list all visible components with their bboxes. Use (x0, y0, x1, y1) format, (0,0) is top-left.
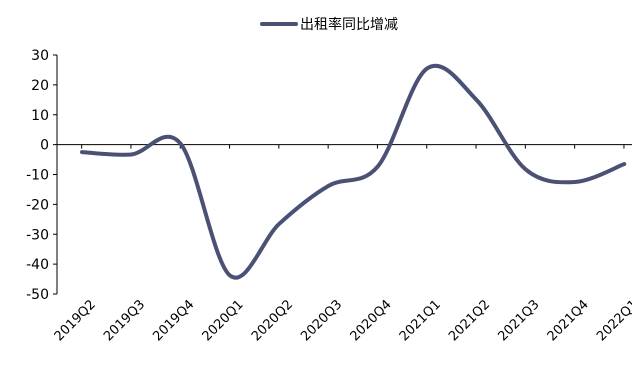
data-point (179, 142, 183, 146)
y-tick-label: -50 (26, 287, 49, 303)
data-point (80, 150, 84, 154)
y-tick-label: -40 (26, 257, 49, 273)
data-point (622, 162, 626, 166)
series-layer (80, 63, 627, 280)
data-point (129, 152, 133, 156)
y-tick-label: 10 (31, 108, 49, 124)
x-tick-label: 2020Q1 (200, 297, 247, 344)
data-point (327, 184, 331, 188)
y-axis: 30 20 10 0 -10 -20 -30 -40 -50 (26, 48, 58, 303)
x-tick-label: 2021Q4 (545, 297, 592, 344)
legend: 出租率同比增减 (260, 16, 398, 33)
data-point (425, 66, 429, 70)
y-tick-label: 0 (40, 138, 49, 154)
x-tick-label: 2020Q4 (348, 297, 395, 344)
x-tick-label: 2021Q3 (495, 297, 542, 344)
x-tick-label: 2021Q1 (397, 297, 444, 344)
data-point (277, 222, 281, 226)
data-point (376, 164, 380, 168)
data-point (573, 180, 577, 184)
data-point (228, 273, 232, 277)
x-axis: 2019Q2 2019Q3 2019Q4 2020Q1 2020Q2 2020Q3 2020… (52, 144, 632, 344)
x-tick-label: 2019Q4 (150, 297, 197, 344)
y-tick-label: -30 (26, 227, 49, 243)
y-tick-label: -20 (26, 197, 49, 213)
series-line (80, 63, 627, 280)
y-tick-label: 30 (31, 48, 49, 64)
x-tick-label: 2020Q2 (249, 297, 296, 344)
x-tick-label: 2021Q2 (446, 297, 493, 344)
x-tick-label: 2019Q2 (52, 297, 99, 344)
legend-label: 出租率同比增减 (300, 16, 398, 33)
y-tick-label: -10 (26, 168, 49, 184)
x-tick-label: 2019Q3 (101, 297, 148, 344)
x-tick-label: 2022Q1 (594, 297, 632, 344)
y-tick-label: 20 (31, 78, 49, 94)
data-point (474, 98, 478, 102)
x-tick-label: 2020Q3 (298, 297, 345, 344)
data-point (524, 167, 528, 171)
